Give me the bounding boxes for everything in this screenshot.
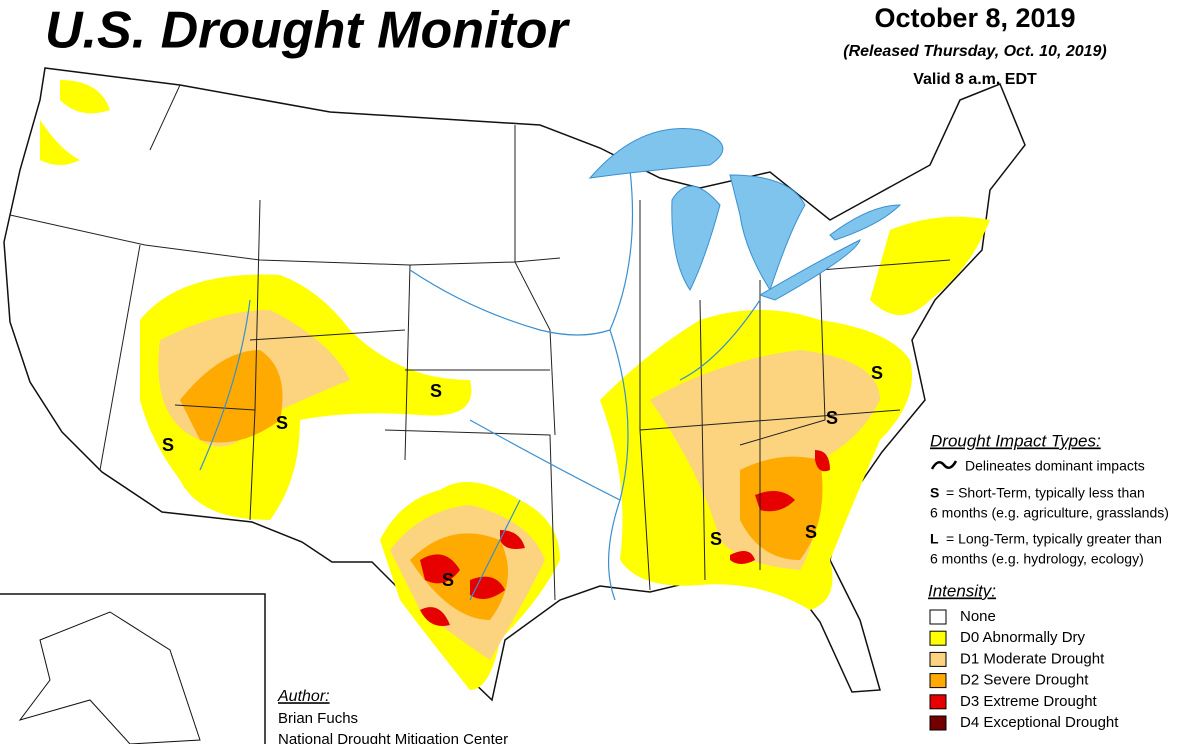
impact-label: S (710, 529, 722, 549)
intensity-heading: Intensity: (928, 581, 996, 600)
intensity-swatch (929, 609, 947, 625)
impact-key: S (930, 485, 939, 501)
intensity-label: D3 Extreme Drought (960, 693, 1098, 710)
intensity-label: D2 Severe Drought (960, 672, 1089, 689)
impact-label: S (430, 381, 442, 401)
intensity-swatch (929, 651, 947, 667)
author-name: Brian Fuchs (278, 710, 358, 727)
impact-desc: = Long-Term, typically greater than (946, 531, 1162, 547)
intensity-label: D4 Exceptional Drought (960, 714, 1119, 731)
drought-area (650, 350, 880, 570)
impact-label: S (276, 413, 288, 433)
intensity-label: D1 Moderate Drought (960, 650, 1105, 667)
author-org: National Drought Mitigation Center (278, 731, 508, 744)
alaska-inset (0, 593, 266, 745)
impact-label: S (871, 363, 883, 383)
drought-area (420, 530, 525, 626)
intensity-label: D0 Abnormally Dry (960, 629, 1086, 646)
impact-desc: = Short-Term, typically less than (946, 485, 1145, 501)
drought-area (180, 350, 283, 443)
intensity-label: None (960, 608, 996, 625)
drought-area (870, 216, 990, 315)
valid: Valid 8 a.m. EDT (913, 71, 1037, 88)
great-lakes (588, 128, 902, 301)
title: U.S. Drought Monitor (45, 2, 571, 60)
intensity-swatch (929, 673, 947, 689)
map: S S S S S S S S (3, 67, 1026, 702)
intensity-swatch (929, 715, 947, 731)
impact-label: S (826, 408, 838, 428)
impact-label: S (162, 435, 174, 455)
drought-area (730, 450, 830, 564)
rivers (199, 169, 761, 601)
state-lines (9, 84, 951, 601)
impact-label: S (805, 522, 817, 542)
impact-line-symbol (930, 460, 958, 470)
intensity-swatch (929, 694, 947, 710)
author-heading: Author: (277, 688, 330, 705)
impact-desc: 6 months (e.g. hydrology, ecology) (930, 551, 1144, 567)
impact-desc: 6 months (e.g. agriculture, grasslands) (930, 505, 1169, 521)
impact-heading: Drought Impact Types: (930, 431, 1101, 450)
impact-key: L (930, 531, 939, 547)
impact-label: S (442, 570, 454, 590)
date: October 8, 2019 (874, 3, 1075, 33)
drought-area (40, 80, 110, 165)
impact-line-text: Delineates dominant impacts (965, 458, 1145, 474)
intensity-swatch (929, 630, 947, 646)
released: (Released Thursday, Oct. 10, 2019) (843, 43, 1107, 60)
